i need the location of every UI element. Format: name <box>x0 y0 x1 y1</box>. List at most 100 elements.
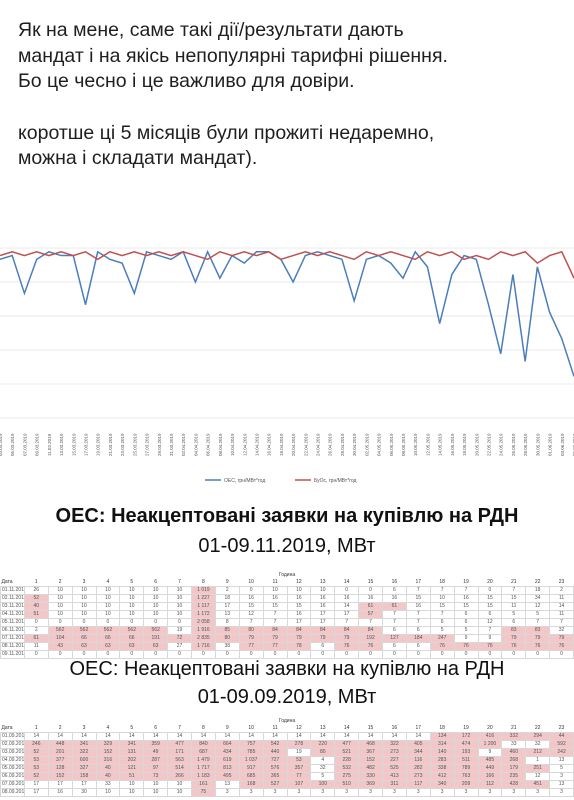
table-cell: 32 <box>310 764 336 773</box>
table-cell: 330 <box>358 772 383 781</box>
table-cell: 6 <box>501 618 527 627</box>
table-cell: 12 <box>525 602 551 611</box>
table-row: 08.11.2019 11 43 63 63 63 63 27 1 716 38 77 77 78 6 76… <box>0 642 574 651</box>
table-cell: 5 <box>525 610 551 619</box>
table-cell: 485 <box>477 756 503 765</box>
table-cell: 7 <box>429 610 455 619</box>
table-cell: 341 <box>71 740 97 749</box>
table-cell: 76 <box>453 642 479 651</box>
table-cell: 7 <box>453 586 479 595</box>
table-cell: 412 <box>429 772 455 781</box>
x-tick-label: 11.03.2019 <box>47 433 52 456</box>
table-cell: 10 <box>95 594 121 603</box>
table-caption: Година <box>278 572 296 578</box>
table-cell: 314 <box>429 740 455 749</box>
table-cell: 3 <box>334 788 360 797</box>
table-cell: 14 <box>119 732 145 741</box>
table-cell: 15 <box>477 594 503 603</box>
table-header-cell: 17 <box>415 579 422 585</box>
table-cell: 405 <box>405 740 431 749</box>
table1-subtitle: 01-09.11.2019, МВт <box>198 535 376 557</box>
table-cell: 0 <box>23 618 49 627</box>
table-cell: 158 <box>71 772 97 781</box>
table-header-cell: 4 <box>106 579 110 585</box>
table-cell: 316 <box>95 756 121 765</box>
table-cell: 10 <box>95 610 121 619</box>
table-cell: 0 <box>71 618 97 627</box>
x-tick-label: 21.03.2019 <box>108 433 113 456</box>
x-tick-label: 02.05.2019 <box>364 433 369 456</box>
table-header-cell: Дата <box>1 725 13 731</box>
table-cell: 17 <box>47 780 73 789</box>
table-cell: 0 <box>477 650 503 659</box>
table-cell: 514 <box>167 764 192 773</box>
table-header-cell: 2 <box>58 579 62 585</box>
table-cell: 168 <box>238 780 264 789</box>
x-tick-label: 30.04.2019 <box>352 433 357 456</box>
table-cell: 0 <box>119 618 145 627</box>
table-cell: 7 <box>501 586 527 595</box>
x-tick-label: 28.04.2019 <box>340 433 345 456</box>
x-tick-label: 14.04.2019 <box>254 433 259 456</box>
table-header-cell: 6 <box>154 579 158 585</box>
table-cell: 278 <box>286 740 312 749</box>
table-cell: 52 <box>23 594 49 603</box>
table-cell: 16 <box>262 594 288 603</box>
table-cell: 7 <box>334 618 360 627</box>
table-cell: 468 <box>358 740 383 749</box>
table-cell: 1 <box>525 756 551 765</box>
table-cell: 6 <box>310 642 336 651</box>
table-cell: 542 <box>262 740 288 749</box>
table-row: 05.09.20195312832740121975141 7178139175… <box>0 764 574 773</box>
table-cell: 66 <box>95 634 121 643</box>
table-header-cell: 23 <box>558 725 565 731</box>
table-cell: 127 <box>382 634 407 643</box>
x-tick-label: 08.05.2019 <box>401 433 406 456</box>
x-tick-label: 03.06.2019 <box>560 433 565 456</box>
table-cell: 329 <box>95 740 121 749</box>
table-cell: 76 <box>549 642 574 651</box>
table-row: 09.11.2019 0 0 0 0 0 0 0 0 0 0 0 0 0 0 0 0 0 0 0 0 0 0 0 <box>0 650 574 659</box>
table-cell: 6 <box>453 610 479 619</box>
table-cell: 521 <box>334 748 360 757</box>
table-cell: 84 <box>334 626 360 635</box>
table-header-cell: 22 <box>534 725 541 731</box>
table-cell: 10 <box>119 586 145 595</box>
table-cell: 17 <box>286 618 312 627</box>
x-tick-label: 14.05.2019 <box>438 433 443 456</box>
table-cell: 179 <box>501 764 527 773</box>
table-cell: 10 <box>167 586 192 595</box>
table-cell: 10 <box>119 788 145 797</box>
table-cell: 13 <box>549 756 574 765</box>
table-cell: 10 <box>95 788 121 797</box>
table1: Година Дата 1 2 3 4 5 6 7 8 9 10 11 12 13 14 15 16 17 18 19 2… <box>0 572 574 659</box>
table-header-cell: 16 <box>391 725 398 731</box>
table-cell: 12 <box>238 610 264 619</box>
table-cell: 3 <box>358 788 383 797</box>
table-cell: 3 <box>501 788 527 797</box>
table-cell: 172 <box>453 732 479 741</box>
table-cell: 16 <box>238 594 264 603</box>
table2-subtitle: 01-09.09.2019, МВт <box>197 686 377 708</box>
table-cell: 116 <box>405 756 431 765</box>
table-cell: 14 <box>549 602 574 611</box>
table-header-cell: 9 <box>225 725 229 731</box>
x-tick-label: 08.04.2019 <box>218 433 223 456</box>
table-cell: 16 <box>310 594 336 603</box>
table-cell: 266 <box>167 772 192 781</box>
table-cell: 08.11.2019 <box>0 642 25 651</box>
table-cell: 3 <box>262 788 288 797</box>
x-tick-label: 12.05.2019 <box>425 433 430 456</box>
table-cell: 16 <box>286 594 312 603</box>
table-header-cell: 5 <box>130 725 134 731</box>
table-cell: 0 <box>453 650 479 659</box>
table-cell: 369 <box>358 780 383 789</box>
table-cell: 15 <box>453 602 479 611</box>
table-cell: 13 <box>214 610 240 619</box>
table-header-cell: 14 <box>343 579 350 585</box>
line-chart-svg: 03.03.2019 05.03.2019 07.03.2019 09.03.2019… <box>0 247 574 484</box>
table-cell: 53 <box>286 756 312 765</box>
table-cell: 3 <box>429 788 455 797</box>
table-cell: 511 <box>453 756 479 765</box>
table-cell: 0 <box>238 650 264 659</box>
